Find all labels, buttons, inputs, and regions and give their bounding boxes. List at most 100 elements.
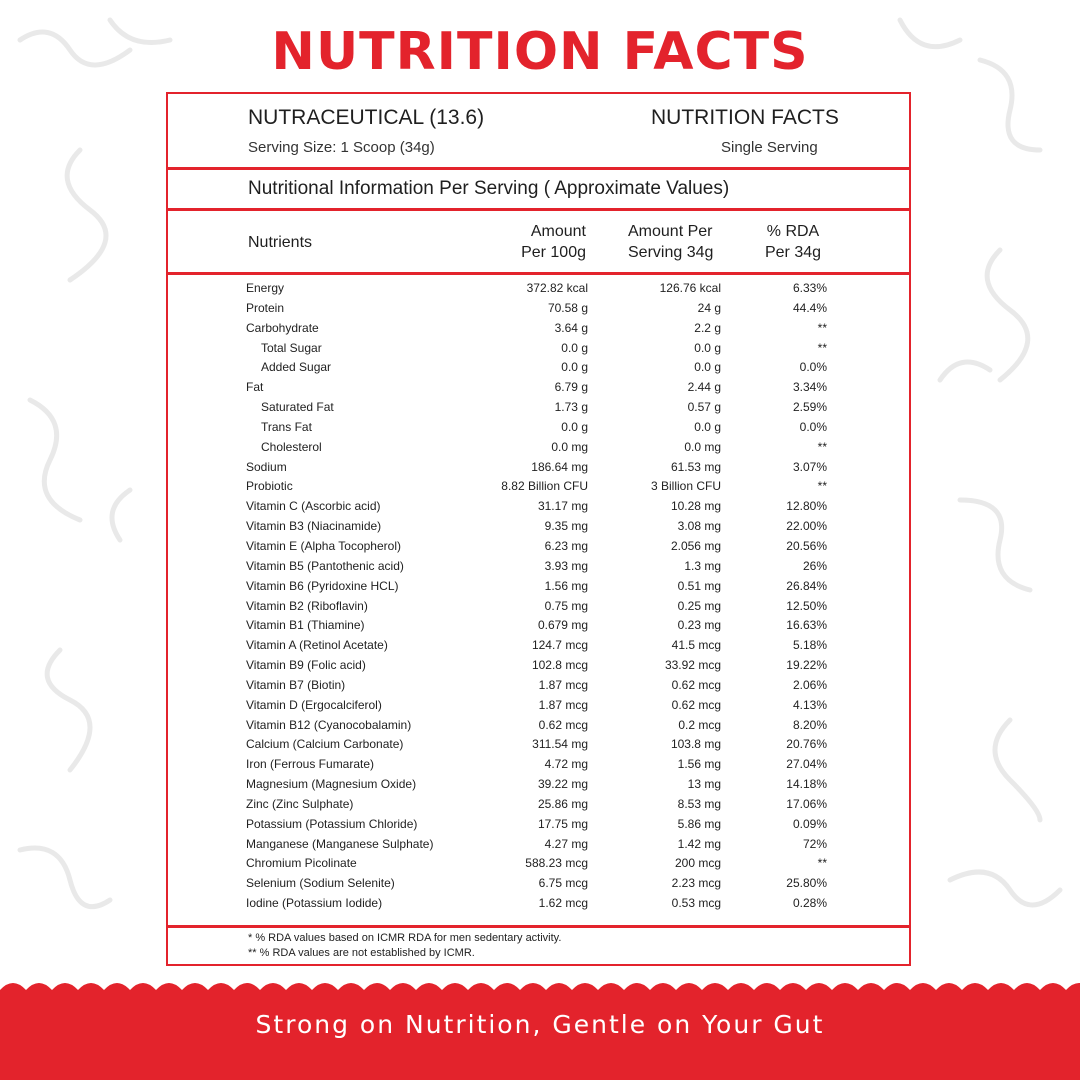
- rda-percent: 26.84%: [786, 578, 827, 593]
- divider: [168, 208, 909, 211]
- nutrient-name: Vitamin C (Ascorbic acid): [246, 499, 381, 514]
- nutrient-name: Vitamin B9 (Folic acid): [246, 658, 366, 673]
- rda-percent: **: [817, 439, 827, 454]
- rda-percent: 19.22%: [786, 658, 827, 673]
- table-row: Vitamin B2 (Riboflavin) 0.75 mg 0.25 mg 12.…: [168, 597, 909, 617]
- amount-per-100g: 0.0 g: [561, 360, 588, 375]
- rda-percent: 26%: [802, 558, 827, 573]
- amount-per-serving: 0.0 mg: [684, 439, 721, 454]
- table-row: Vitamin B1 (Thiamine) 0.679 mg 0.23 mg 16.6…: [168, 616, 909, 636]
- table-row: Vitamin C (Ascorbic acid) 31.17 mg 10.28 m…: [168, 497, 909, 517]
- nutrient-name: Vitamin B5 (Pantothenic acid): [246, 558, 404, 573]
- amount-per-100g: 6.75 mcg: [538, 876, 588, 891]
- footnote-rda-not-established: ** % RDA values are not established by I…: [248, 947, 475, 959]
- divider: [168, 272, 909, 275]
- amount-per-serving: 0.23 mg: [677, 618, 721, 633]
- amount-per-100g: 4.72 mg: [544, 757, 588, 772]
- table-row: Cholesterol 0.0 mg 0.0 mg **: [168, 438, 909, 458]
- amount-per-100g: 0.0 mg: [551, 439, 588, 454]
- amount-per-100g: 0.62 mcg: [538, 717, 588, 732]
- table-row: Magnesium (Magnesium Oxide) 39.22 mg 13 mg…: [168, 775, 909, 795]
- nutrient-name: Saturated Fat: [261, 400, 334, 415]
- nutrient-name: Trans Fat: [261, 419, 312, 434]
- rda-percent: 12.80%: [786, 499, 827, 514]
- amount-per-100g: 588.23 mcg: [525, 856, 588, 871]
- table-row: Chromium Picolinate 588.23 mcg 200 mcg **: [168, 854, 909, 874]
- table-row: Vitamin B5 (Pantothenic acid) 3.93 mg 1.3 …: [168, 557, 909, 577]
- table-row: Carbohydrate 3.64 g 2.2 g **: [168, 319, 909, 339]
- rda-percent: 0.0%: [799, 360, 827, 375]
- amount-per-100g: 6.23 mg: [544, 538, 588, 553]
- amount-per-100g: 70.58 g: [547, 300, 588, 315]
- rda-percent: 72%: [802, 836, 827, 851]
- table-row: Fat 6.79 g 2.44 g 3.34%: [168, 378, 909, 398]
- table-row: Added Sugar 0.0 g 0.0 g 0.0%: [168, 358, 909, 378]
- serving-type: Single Serving: [721, 139, 818, 156]
- table-row: Total Sugar 0.0 g 0.0 g **: [168, 339, 909, 359]
- headline: NUTRITION FACTS: [271, 22, 809, 82]
- amount-per-serving: 0.25 mg: [677, 598, 721, 613]
- table-row: Trans Fat 0.0 g 0.0 g 0.0%: [168, 418, 909, 438]
- nutrient-name: Manganese (Manganese Sulphate): [246, 836, 434, 851]
- amount-per-serving: 3.08 mg: [677, 519, 721, 534]
- bottom-wave-band: [0, 983, 1080, 1080]
- amount-per-100g: 186.64 mg: [531, 459, 588, 474]
- amount-per-serving: 41.5 mcg: [671, 638, 721, 653]
- table-row: Sodium 186.64 mg 61.53 mg 3.07%: [168, 458, 909, 478]
- rda-percent: **: [817, 320, 827, 335]
- amount-per-100g: 17.75 mg: [537, 816, 588, 831]
- nutrient-name: Total Sugar: [261, 340, 322, 355]
- amount-per-serving: 1.42 mg: [677, 836, 721, 851]
- nutrient-name: Vitamin B12 (Cyanocobalamin): [246, 717, 412, 732]
- amount-per-100g: 102.8 mcg: [531, 658, 588, 673]
- rda-percent: 14.18%: [786, 777, 827, 792]
- table-row: Manganese (Manganese Sulphate) 4.27 mg 1.4…: [168, 835, 909, 855]
- amount-per-serving: 103.8 mg: [670, 737, 721, 752]
- amount-per-100g: 0.0 g: [561, 419, 588, 434]
- col-head-rda-line2: Per 34g: [764, 244, 822, 261]
- nutrient-name: Vitamin B6 (Pyridoxine HCL): [246, 578, 399, 593]
- amount-per-serving: 2.44 g: [687, 380, 721, 395]
- amount-per-serving: 13 mg: [687, 777, 721, 792]
- amount-per-serving: 0.2 mcg: [678, 717, 721, 732]
- col-head-per100g: Amount Per 100g: [506, 221, 586, 263]
- table-row: Iodine (Potassium Iodide) 1.62 mcg 0.53 mc…: [168, 894, 909, 914]
- amount-per-100g: 124.7 mcg: [531, 638, 588, 653]
- rda-percent: 0.09%: [792, 816, 827, 831]
- amount-per-100g: 0.75 mg: [544, 598, 588, 613]
- table-row: Vitamin E (Alpha Tocopherol) 6.23 mg 2.056…: [168, 537, 909, 557]
- nutrient-name: Zinc (Zinc Sulphate): [246, 796, 354, 811]
- amount-per-serving: 24 g: [697, 300, 721, 315]
- table-row: Vitamin B3 (Niacinamide) 9.35 mg 3.08 mg 22…: [168, 517, 909, 537]
- amount-per-100g: 1.73 g: [554, 400, 588, 415]
- amount-per-serving: 200 mcg: [674, 856, 721, 871]
- amount-per-100g: 9.35 mg: [544, 519, 588, 534]
- amount-per-serving: 0.57 g: [687, 400, 721, 415]
- rda-percent: 25.80%: [786, 876, 827, 891]
- nutrition-facts-panel: NUTRACEUTICAL (13.6) NUTRITION FACTS Ser…: [166, 92, 911, 966]
- amount-per-serving: 0.62 mcg: [671, 677, 721, 692]
- nutrient-name: Probiotic: [246, 479, 293, 494]
- col-head-per100g-line1: Amount: [530, 223, 586, 240]
- amount-per-serving: 10.28 mg: [670, 499, 721, 514]
- table-row: Vitamin D (Ergocalciferol) 1.87 mcg 0.62 m…: [168, 696, 909, 716]
- col-head-per100g-line2: Per 100g: [521, 244, 586, 261]
- nutrient-name: Potassium (Potassium Chloride): [246, 816, 418, 831]
- rda-percent: 0.28%: [792, 896, 827, 911]
- rda-percent: 44.4%: [792, 300, 827, 315]
- rda-percent: 17.06%: [786, 796, 827, 811]
- nutrient-name: Vitamin B1 (Thiamine): [246, 618, 365, 633]
- nutrient-name: Vitamin D (Ergocalciferol): [246, 697, 382, 712]
- amount-per-100g: 31.17 mg: [537, 499, 588, 514]
- table-row: Calcium (Calcium Carbonate) 311.54 mg 103.…: [168, 735, 909, 755]
- amount-per-serving: 3 Billion CFU: [650, 479, 721, 494]
- amount-per-100g: 25.86 mg: [537, 796, 588, 811]
- table-row: Vitamin B7 (Biotin) 1.87 mcg 0.62 mcg 2.06%: [168, 676, 909, 696]
- rda-percent: 16.63%: [786, 618, 827, 633]
- tagline: Strong on Nutrition, Gentle on Your Gut: [255, 1010, 825, 1039]
- amount-per-serving: 0.0 g: [694, 340, 721, 355]
- amount-per-serving: 2.23 mcg: [671, 876, 721, 891]
- nutrient-name: Vitamin A (Retinol Acetate): [246, 638, 388, 653]
- rda-percent: 8.20%: [792, 717, 827, 732]
